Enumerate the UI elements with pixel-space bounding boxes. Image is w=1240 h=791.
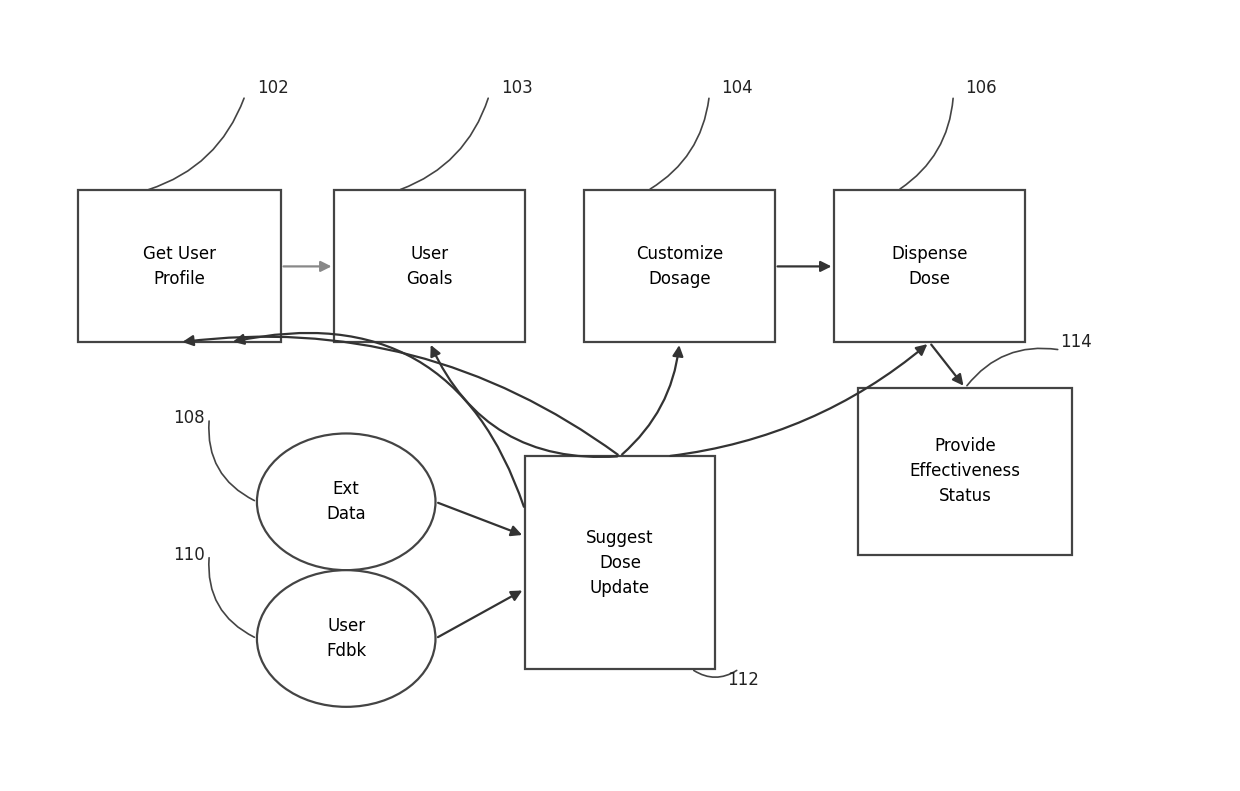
Text: 102: 102	[257, 79, 289, 97]
Text: User
Fdbk: User Fdbk	[326, 617, 366, 660]
Text: Customize
Dosage: Customize Dosage	[636, 245, 723, 288]
Text: Dispense
Dose: Dispense Dose	[892, 245, 967, 288]
FancyBboxPatch shape	[835, 191, 1024, 343]
Text: Provide
Effectiveness
Status: Provide Effectiveness Status	[910, 437, 1021, 505]
Text: 110: 110	[174, 546, 206, 564]
Ellipse shape	[257, 570, 435, 707]
Text: Suggest
Dose
Update: Suggest Dose Update	[587, 528, 653, 596]
Text: Ext
Data: Ext Data	[326, 480, 366, 524]
Text: 106: 106	[965, 79, 997, 97]
Text: User
Goals: User Goals	[407, 245, 453, 288]
Text: 112: 112	[727, 672, 759, 689]
FancyBboxPatch shape	[525, 456, 715, 669]
FancyBboxPatch shape	[858, 388, 1073, 555]
Text: 114: 114	[1060, 333, 1092, 351]
Text: 103: 103	[501, 79, 533, 97]
FancyBboxPatch shape	[584, 191, 775, 343]
FancyBboxPatch shape	[335, 191, 525, 343]
Ellipse shape	[257, 433, 435, 570]
Text: 108: 108	[174, 409, 206, 427]
FancyBboxPatch shape	[78, 191, 280, 343]
Text: 104: 104	[722, 79, 753, 97]
Text: Get User
Profile: Get User Profile	[143, 245, 216, 288]
